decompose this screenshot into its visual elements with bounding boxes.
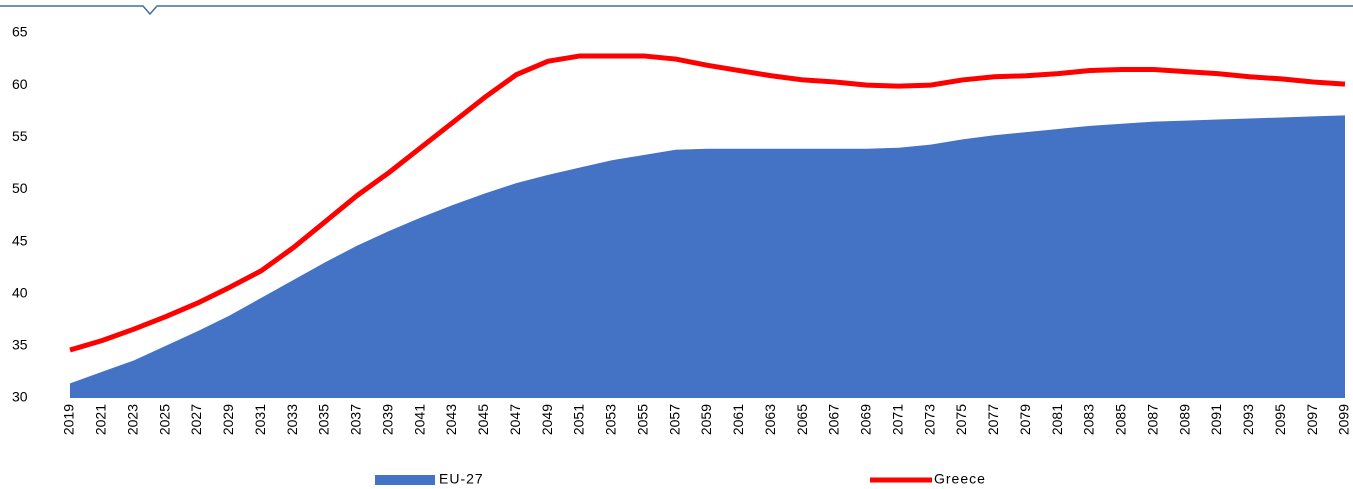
y-tick-label: 50 (12, 180, 28, 196)
x-tick-label: 2025 (156, 404, 172, 435)
x-tick-label: 2027 (188, 404, 204, 435)
x-tick-label: 2039 (379, 404, 395, 435)
x-tick-label: 2079 (1017, 404, 1033, 435)
y-tick-label: 65 (12, 24, 28, 40)
x-tick-label: 2059 (698, 404, 714, 435)
x-tick-label: 2057 (666, 404, 682, 435)
legend-label: Greece (934, 471, 986, 487)
y-tick-label: 35 (12, 337, 28, 353)
x-tick-label: 2031 (252, 404, 268, 435)
x-tick-label: 2081 (1049, 404, 1065, 435)
x-tick-label: 2035 (316, 404, 332, 435)
y-tick-label: 60 (12, 76, 28, 92)
x-tick-label: 2095 (1272, 404, 1288, 435)
x-tick-label: 2049 (539, 404, 555, 435)
x-tick-label: 2077 (985, 404, 1001, 435)
x-tick-label: 2043 (443, 404, 459, 435)
x-tick-label: 2073 (921, 404, 937, 435)
x-tick-label: 2099 (1336, 404, 1352, 435)
x-tick-label: 2083 (1081, 404, 1097, 435)
x-tick-label: 2067 (826, 404, 842, 435)
x-tick-label: 2045 (475, 404, 491, 435)
x-tick-label: 2063 (762, 404, 778, 435)
x-tick-label: 2061 (730, 404, 746, 435)
legend-label: EU-27 (439, 471, 484, 487)
x-tick-label: 2075 (953, 404, 969, 435)
line (69, 53, 1346, 353)
x-tick-label: 2097 (1304, 404, 1320, 435)
x-tick-label: 2047 (507, 404, 523, 435)
area (70, 115, 1345, 398)
y-tick-label: 55 (12, 128, 28, 144)
x-tick-label: 2091 (1208, 404, 1224, 435)
y-tick-label: 30 (12, 389, 28, 405)
x-tick-label: 2093 (1240, 404, 1256, 435)
x-tick-label: 2033 (284, 404, 300, 435)
x-tick-label: 2021 (93, 404, 109, 435)
x-tick-label: 2085 (1113, 404, 1129, 435)
x-tick-label: 2019 (61, 404, 77, 435)
x-tick-label: 2029 (220, 404, 236, 435)
y-tick-label: 45 (12, 232, 28, 248)
x-tick-label: 2069 (858, 404, 874, 435)
x-tick-label: 2055 (634, 404, 650, 435)
x-tick-label: 2089 (1176, 404, 1192, 435)
x-tick-label: 2051 (571, 404, 587, 435)
x-tick-label: 2037 (348, 404, 364, 435)
x-tick-label: 2023 (124, 404, 140, 435)
x-tick-label: 2071 (889, 404, 905, 435)
x-tick-label: 2087 (1144, 404, 1160, 435)
x-tick-label: 2041 (411, 404, 427, 435)
x-tick-label: 2053 (603, 404, 619, 435)
x-tick-label: 2065 (794, 404, 810, 435)
legend-swatch (375, 475, 435, 485)
y-tick-label: 40 (12, 284, 28, 300)
top-border (0, 5, 1353, 16)
